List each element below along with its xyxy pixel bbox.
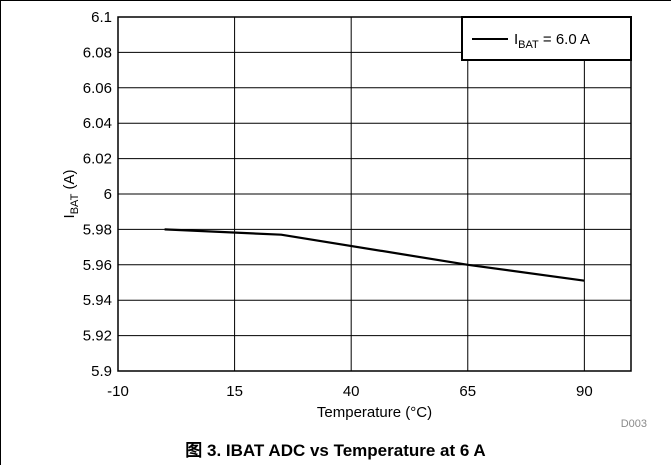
y-tick-label: 6 [104,186,112,203]
y-tick-label: 5.92 [83,328,112,345]
x-axis-label: Temperature (°C) [317,404,432,421]
y-axis-label: IBAT (A) [61,170,81,219]
legend-label: IBAT = 6.0 A [514,31,590,51]
y-tick-label: 5.9 [91,363,112,380]
y-tick-label: 6.02 [83,151,112,168]
y-tick-label: 6.1 [91,9,112,26]
legend: IBAT = 6.0 A [461,16,632,61]
grid-lines [118,17,631,371]
x-axis-ticks: -10 15 40 65 90 [107,383,593,400]
y-tick-label: 5.98 [83,221,112,238]
y-tick-label: 5.94 [83,292,112,309]
series-line [164,228,585,282]
y-tick-label: 6.04 [83,115,112,132]
y-tick-label: 6.06 [83,80,112,97]
legend-box [461,16,632,61]
x-tick-label: 40 [343,383,360,400]
figure-id: D003 [620,418,647,430]
x-tick-label: 65 [459,383,476,400]
x-tick-label: -10 [107,383,129,400]
y-axis-label-sub: BAT [69,193,81,214]
y-axis-label-main: I [61,214,78,218]
y-axis-ticks: 5.9 5.92 5.94 5.96 5.98 6 6.02 6.04 6.06 6.08 6.1 [83,9,112,380]
legend-label-rest: = 6.0 A [539,31,590,48]
x-tick-label: 90 [576,383,593,400]
y-axis-label-unit: (A) [61,170,78,194]
plot-area-border [117,16,632,372]
x-tick-label: 15 [226,383,243,400]
series-lines [164,228,585,282]
legend-label-main: I [514,31,518,48]
legend-label-sub: BAT [518,39,539,51]
figure-caption: 图 3. IBAT ADC vs Temperature at 6 A [185,441,486,460]
y-tick-label: 6.08 [83,44,112,61]
y-tick-label: 5.96 [83,257,112,274]
